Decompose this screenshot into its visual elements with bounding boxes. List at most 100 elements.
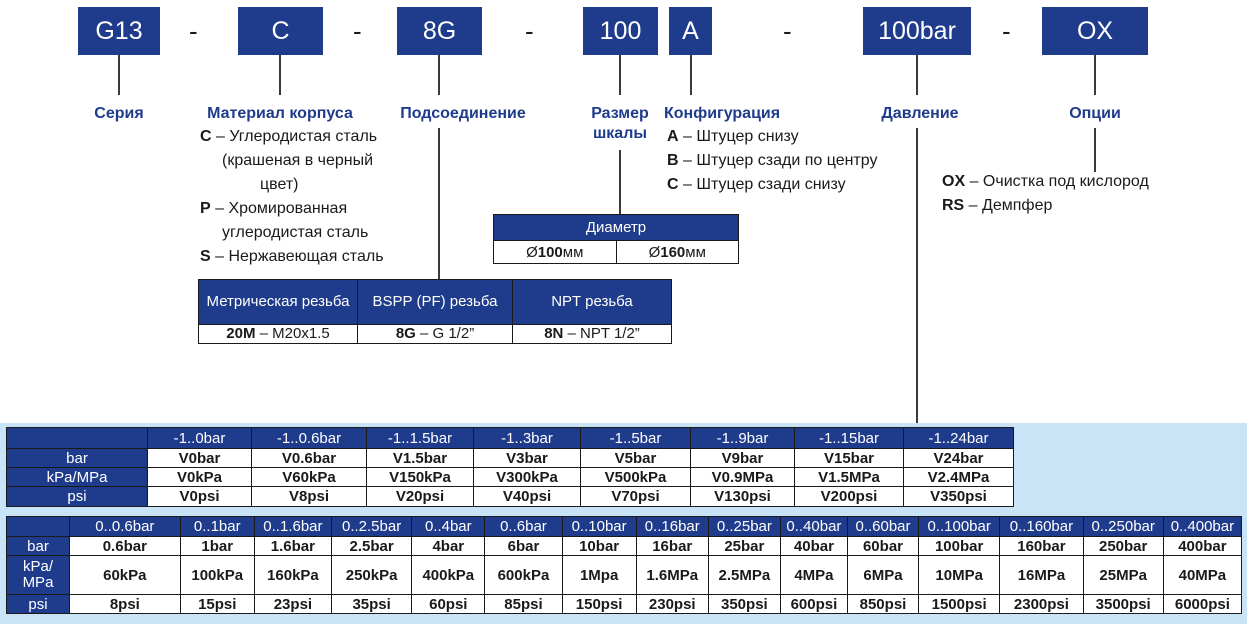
pressure-cell: 10bar [561,536,637,556]
pressure-cell: 40bar [779,536,848,556]
diameter-option: Ø160мм [615,240,739,264]
label-scale-line1: Размер [591,105,649,122]
pressure-cell: 1500psi [918,594,1001,614]
vacuum-cell: V0bar [147,448,252,468]
code-box-pressure: 100bar [863,7,971,55]
pressure-range: 0..6bar [484,516,563,537]
pressure-cell: 6MPa [846,555,920,595]
connector-line [279,55,281,95]
connector-line [1094,55,1096,95]
material-item-cont: (крашеная в черный [222,152,374,169]
label-scale: Размер шкалы [580,104,660,144]
connection-cell: 8N – NPT 1/2” [512,324,672,344]
pressure-cell: 1bar [179,536,255,556]
config-item: A – Штуцер снизу [667,128,799,145]
vacuum-cell: V200psi [794,486,904,507]
pressure-cell: 600psi [779,594,848,614]
diameter-title: Диаметр [493,214,739,241]
connector-line [438,55,440,95]
connection-header: Метрическая резьба [198,279,358,325]
connection-table: Метрическая резьба BSPP (PF) резьба NPT … [198,279,672,344]
pressure-cell: 250bar [1082,536,1164,556]
vacuum-cell: V150kPa [366,467,474,487]
pressure-range: 0..400bar [1162,516,1243,537]
pressure-cell: 60kPa [68,555,181,595]
pressure-cell: 35psi [330,594,413,614]
pressure-cell: 6000psi [1162,594,1243,614]
code-box-material: C [238,7,323,55]
code-box-config: A [669,7,712,55]
pressure-cell: 1Mpa [561,555,637,595]
connector-line [118,55,120,95]
vacuum-cell: V24bar [903,448,1014,468]
pressure-cell: 60bar [846,536,920,556]
vacuum-range: -1..9bar [690,427,795,449]
pressure-cell: 16bar [635,536,709,556]
pressure-cell: 160bar [999,536,1084,556]
pressure-cell: 60psi [411,594,486,614]
vacuum-range: -1..1.5bar [366,427,474,449]
connection-cell: 20M – M20x1.5 [198,324,358,344]
pressure-cell: 3500psi [1082,594,1164,614]
config-item: C – Штуцер сзади снизу [667,176,846,193]
pressure-cell: 2.5bar [330,536,413,556]
diameter-table: Диаметр Ø100мм Ø160мм [493,214,739,264]
vacuum-cell: V8psi [251,486,367,507]
pressure-cell: 4bar [411,536,486,556]
pressure-range: 0..60bar [846,516,920,537]
code-dash: - [783,16,792,46]
vacuum-cell: V60kPa [251,467,367,487]
label-config: Конфигурация [664,105,781,122]
vacuum-cell: V1.5bar [366,448,474,468]
label-series: Серия [94,105,144,122]
vacuum-range: -1..0.6bar [251,427,367,449]
vacuum-cell: V0.6bar [251,448,367,468]
pressure-range: 0..1.6bar [253,516,333,537]
pressure-cell: 4MPa [779,555,848,595]
pressure-table: 0..0.6bar 0..1bar 0..1.6bar 0..2.5bar 0.… [6,516,1243,614]
diameter-option: Ø100мм [493,240,617,264]
pressure-range: 0..1bar [179,516,255,537]
pressure-cell: 2300psi [999,594,1084,614]
pressure-cell: 15psi [179,594,255,614]
options-item: RS – Демпфер [942,197,1053,214]
code-box-series: G13 [78,7,160,55]
pressure-cell: 850psi [846,594,920,614]
vacuum-cell: V70psi [580,486,691,507]
pressure-cell: 0.6bar [68,536,181,556]
pressure-cell: 1.6MPa [635,555,709,595]
vacuum-range: -1..5bar [580,427,691,449]
pressure-range: 0..16bar [635,516,709,537]
pressure-row-label: bar [6,536,70,556]
pressure-cell: 100bar [918,536,1001,556]
material-item-cont: углеродистая сталь [222,224,369,241]
label-pressure: Давление [881,105,959,122]
config-item: B – Штуцер сзади по центру [667,152,878,169]
pressure-cell: 85psi [484,594,563,614]
label-connection: Подсоединение [400,105,526,122]
vacuum-corner [6,427,148,449]
vacuum-row-label: bar [6,448,148,468]
pressure-cell: 23psi [253,594,333,614]
material-item: S – Нержавеющая сталь [200,248,384,265]
vacuum-cell: V300kPa [473,467,581,487]
material-item: C – Углеродистая сталь [200,128,378,145]
pressure-range: 0..4bar [411,516,486,537]
pressure-row-label: psi [6,594,70,614]
connector-line [916,55,918,95]
pressure-row-label: kPa/ MPa [6,555,70,595]
options-list: OX – Очистка под кислород RS – Демпфер [942,170,1149,218]
pressure-cell: 160kPa [253,555,333,595]
vacuum-cell: V1.5MPa [794,467,904,487]
vacuum-cell: V0psi [147,486,252,507]
material-item-cont: цвет) [260,176,299,193]
vacuum-range: -1..0bar [147,427,252,449]
options-item: OX – Очистка под кислород [942,173,1149,190]
label-scale-line2: шкалы [592,125,648,142]
material-list: C – Углеродистая сталь (крашеная в черны… [200,125,384,269]
vacuum-cell: V130psi [690,486,795,507]
vacuum-cell: V350psi [903,486,1014,507]
config-list: A – Штуцер снизу B – Штуцер сзади по цен… [667,125,877,197]
connection-cell: 8G – G 1/2” [357,324,513,344]
connector-line [619,150,621,214]
